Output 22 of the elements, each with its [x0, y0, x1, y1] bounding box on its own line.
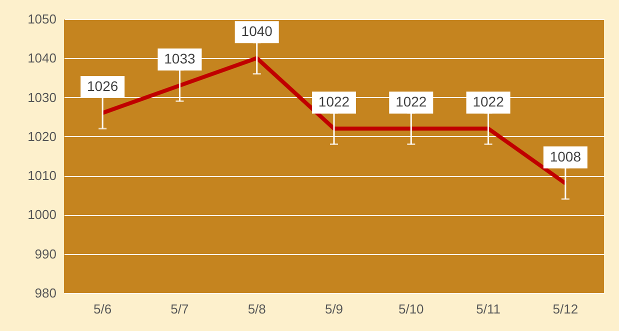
y-tick-label: 1040: [28, 50, 56, 66]
data-label: 1022: [318, 94, 350, 110]
y-tick-label: 1000: [28, 207, 56, 222]
x-tick-label: 5/7: [170, 302, 189, 316]
x-tick-label: 5/9: [324, 302, 344, 316]
y-tick-label: 1020: [28, 128, 56, 144]
data-label: 1008: [550, 148, 582, 164]
y-tick-label: 980: [34, 286, 56, 300]
x-tick-label: 5/6: [94, 302, 112, 316]
x-tick-label: 5/11: [476, 302, 500, 316]
x-tick-label: 5/12: [552, 302, 578, 316]
y-tick-label: 1050: [28, 12, 56, 26]
y-tick-label: 990: [34, 246, 56, 262]
data-label: 1022: [472, 94, 504, 110]
y-tick-label: 1030: [28, 90, 56, 105]
data-label: 1033: [164, 50, 196, 67]
y-tick-label: 1010: [28, 168, 56, 184]
data-label: 1026: [86, 78, 118, 94]
data-label: 1040: [241, 23, 273, 40]
data-label: 1022: [396, 94, 427, 110]
x-tick-label: 5/8: [248, 302, 266, 316]
x-tick-label: 5/10: [398, 302, 424, 316]
